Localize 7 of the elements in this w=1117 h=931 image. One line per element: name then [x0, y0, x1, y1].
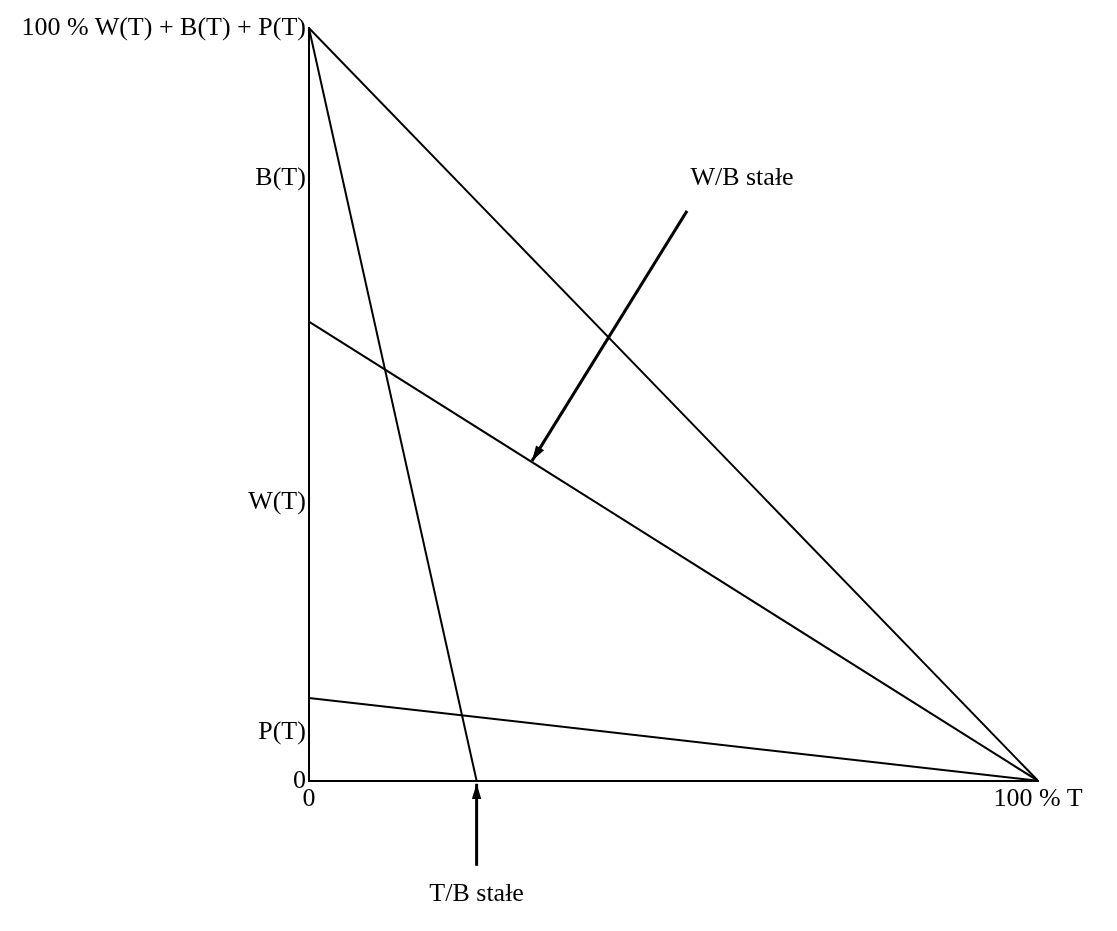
annotation: W/B stałe — [690, 161, 794, 191]
x-tick-label: 100 % T — [993, 783, 1083, 813]
y-tick-label: P(T) — [258, 715, 306, 745]
annotation: T/B stałe — [429, 877, 524, 907]
y-tick-label: W(T) — [248, 486, 306, 516]
y-tick-label: 100 % W(T) + B(T) + P(T) — [21, 11, 306, 41]
y-tick-label: B(T) — [255, 162, 306, 192]
